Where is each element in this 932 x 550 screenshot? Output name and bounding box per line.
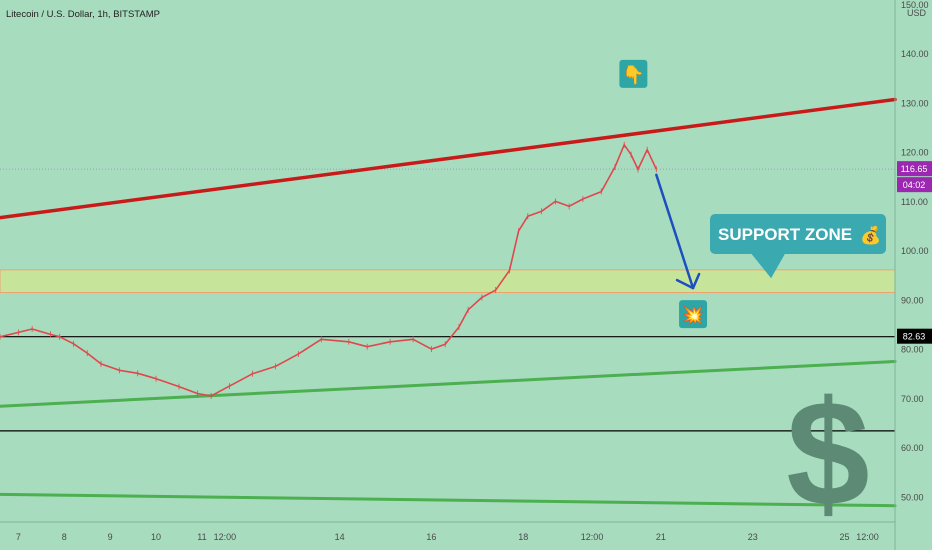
support-callout-box (710, 214, 886, 254)
lower-support-trendline (0, 359, 897, 408)
moneybag-icon: 💰 (860, 225, 881, 246)
last-price-value: 116.65 (901, 164, 928, 174)
y-tick-label: 110.00 (901, 197, 928, 207)
x-tick-label: 9 (108, 532, 113, 542)
x-tick-label: 10 (151, 532, 161, 542)
y-tick-label: 90.00 (901, 295, 924, 305)
level-price-tag (897, 328, 932, 344)
y-tick-label: 140.00 (901, 49, 929, 59)
pointing-down-icon: 👇 (622, 65, 644, 86)
y-tick-label: 80.00 (901, 345, 924, 355)
support-zone-band (0, 269, 896, 294)
x-tick-label: 16 (426, 532, 436, 542)
last-price-tag (897, 161, 932, 177)
y-tick-label: 70.00 (901, 394, 924, 404)
chart-title: Litecoin / U.S. Dollar, 1h, BITSTAMP (6, 9, 160, 20)
x-tick-label: 12:00 (856, 532, 879, 542)
x-tick-label: 18 (518, 532, 528, 542)
currency-label: USD (907, 8, 927, 18)
forecast-arrow-shaft (655, 173, 695, 290)
x-tick-label: 25 (840, 532, 850, 542)
support-callout-pointer (750, 252, 786, 279)
y-tick-label: 150.00 (901, 0, 929, 10)
support-zone-label: SUPPORT ZONE (718, 225, 852, 244)
y-tick-label: 130.00 (901, 98, 929, 108)
bottom-support-trendline (0, 492, 897, 508)
countdown-tag (897, 177, 932, 193)
y-tick-label: 120.00 (901, 148, 929, 158)
explosion-icon: 💥 (682, 304, 704, 326)
upper-resistance-trendline (0, 97, 897, 220)
pointing-icon-tile (619, 59, 648, 88)
y-tick-label: 100.00 (901, 246, 929, 256)
x-tick-label: 12:00 (214, 532, 237, 542)
level-price-value: 82.63 (903, 332, 926, 342)
y-tick-label: 50.00 (901, 492, 924, 502)
x-tick-label: 14 (335, 532, 345, 542)
x-tick-label: 7 (16, 532, 21, 542)
y-tick-label: 60.00 (901, 443, 924, 453)
x-tick-label: 12:00 (581, 532, 604, 542)
explosion-icon-tile (679, 300, 708, 329)
x-tick-label: 23 (748, 532, 758, 542)
dollar-sign-icon: $ (786, 369, 869, 537)
x-tick-label: 11 (197, 532, 206, 542)
countdown-value: 04:02 (903, 180, 926, 190)
x-tick-label: 8 (62, 532, 67, 542)
forecast-arrow-head (675, 272, 701, 290)
x-tick-label: 21 (656, 532, 666, 542)
